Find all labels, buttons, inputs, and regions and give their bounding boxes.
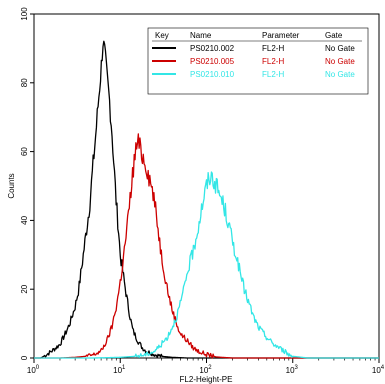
legend-header-key: Key (155, 31, 169, 40)
x-axis-label: FL2-Height-PE (180, 375, 233, 384)
series-line-2 (34, 133, 379, 359)
y-tick-label: 60 (20, 147, 29, 156)
y-axis-label: Counts (7, 173, 16, 198)
x-tick-label: 101 (113, 365, 126, 375)
legend-header-name: Name (190, 31, 212, 40)
y-axis: 0 20 40 60 80 100 (20, 7, 34, 360)
y-tick-label: 0 (20, 355, 29, 360)
y-tick-label: 100 (20, 7, 29, 21)
x-tick-label: 100 (27, 365, 40, 375)
series-line-3 (34, 171, 379, 359)
x-axis: 100 101 102 103 104 (27, 358, 385, 375)
y-tick-label: 20 (20, 284, 29, 293)
legend-header-parameter: Parameter (262, 31, 300, 40)
legend-row-parameter: FL2-H (262, 44, 284, 53)
legend-rows: PS0210.002 FL2-H No Gate PS0210.005 FL2-H No … (152, 44, 355, 79)
legend-box (147, 27, 369, 95)
legend: Key Name Parameter Gate PS0210.002 FL2-H N… (147, 27, 369, 95)
y-tick-label: 40 (20, 215, 29, 224)
legend-row-parameter: FL2-H (262, 70, 284, 79)
legend-row-name: PS0210.010 (190, 70, 235, 79)
y-tick-label: 80 (20, 78, 29, 87)
legend-row-gate: No Gate (325, 57, 355, 66)
legend-row-gate: No Gate (325, 70, 355, 79)
x-tick-label: 104 (372, 365, 385, 375)
series-layer (34, 40, 379, 359)
legend-row-name: PS0210.002 (190, 44, 235, 53)
x-tick-label: 103 (286, 365, 299, 375)
legend-row-name: PS0210.005 (190, 57, 235, 66)
legend-row-gate: No Gate (325, 44, 355, 53)
x-tick-label: 102 (199, 365, 212, 375)
legend-row-parameter: FL2-H (262, 57, 284, 66)
legend-header-gate: Gate (325, 31, 343, 40)
